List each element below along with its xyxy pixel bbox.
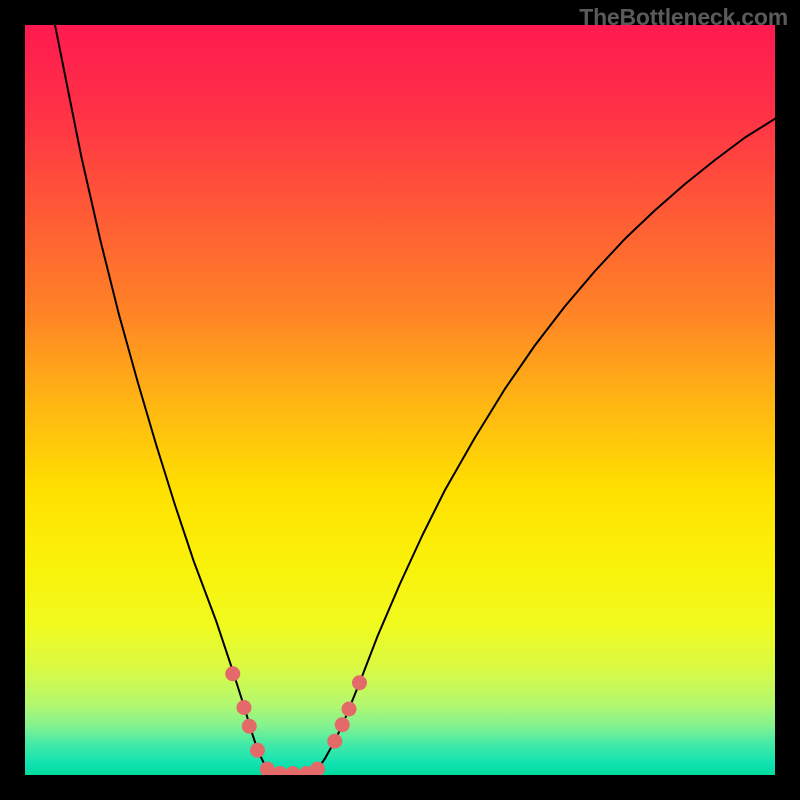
plot-area: [25, 25, 775, 775]
data-marker: [311, 762, 325, 775]
data-marker: [226, 667, 240, 681]
watermark-text: TheBottleneck.com: [579, 4, 788, 31]
data-marker: [251, 743, 265, 757]
chart-svg: [25, 25, 775, 775]
data-marker: [237, 701, 251, 715]
data-marker: [328, 734, 342, 748]
data-marker: [260, 762, 274, 775]
data-marker: [273, 767, 287, 776]
chart-frame: TheBottleneck.com: [0, 0, 800, 800]
data-marker: [335, 718, 349, 732]
data-marker: [242, 719, 256, 733]
data-marker: [342, 702, 356, 716]
data-marker: [286, 767, 300, 776]
bottleneck-curve: [55, 25, 775, 775]
data-marker: [353, 676, 367, 690]
